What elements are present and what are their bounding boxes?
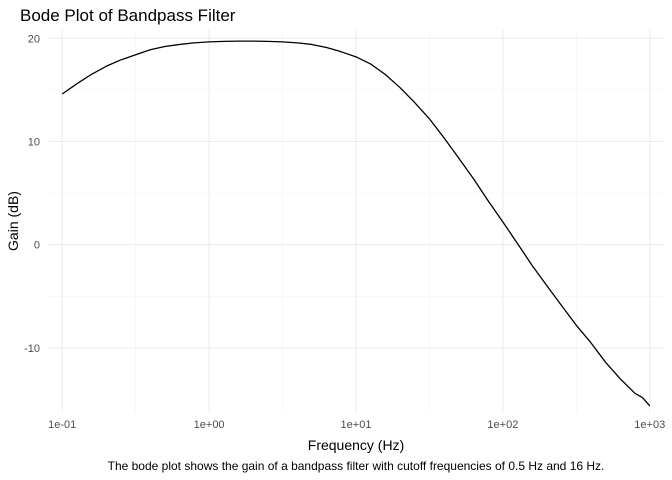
gain-series-line [61, 40, 651, 407]
x-tick-label: 1e+01 [341, 419, 372, 431]
y-tick-label: 20 [28, 33, 40, 45]
series-layer [61, 40, 651, 407]
chart-caption: The bode plot shows the gain of a bandpa… [108, 459, 605, 473]
x-tick-label: 1e+03 [634, 419, 665, 431]
y-tick-label: -10 [24, 343, 40, 355]
x-tick-label: 1e+00 [194, 419, 225, 431]
x-tick-label: 1e+02 [487, 419, 518, 431]
x-axis-title: Frequency (Hz) [308, 437, 404, 453]
grid-layer [48, 30, 664, 412]
x-tick-label: 1e-01 [48, 419, 76, 431]
chart-title: Bode Plot of Bandpass Filter [20, 6, 236, 25]
y-axis-title: Gain (dB) [5, 191, 21, 251]
y-tick-label: 10 [28, 137, 40, 149]
tick-label-layer: 1e-01 1e+00 1e+01 1e+02 1e+03 -10 0 10 20 [24, 33, 665, 431]
y-tick-label: 0 [34, 240, 40, 252]
